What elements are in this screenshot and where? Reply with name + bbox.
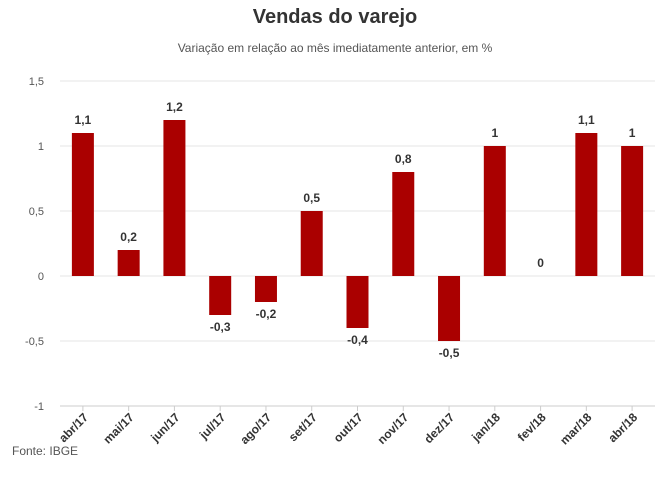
data-label: 1,1 (578, 113, 595, 127)
y-tick-label: 0 (38, 271, 44, 283)
bar (575, 133, 598, 276)
bar (254, 276, 277, 302)
category-label: mai/17 (100, 410, 137, 447)
category-label: fev/18 (515, 410, 549, 444)
category-label: nov/17 (375, 410, 412, 447)
chart-title: Vendas do varejo (252, 6, 418, 28)
y-tick-label: 1,5 (29, 76, 44, 88)
bar (300, 211, 323, 276)
data-label: -0,3 (210, 320, 231, 334)
chart-subtitle: Variação em relação ao mês imediatamente… (177, 41, 493, 55)
y-tick-label: 1 (38, 141, 44, 153)
grid-layer (60, 80, 655, 407)
bar (483, 146, 506, 276)
data-label: 1,1 (75, 113, 92, 127)
category-label: jan/18 (468, 410, 503, 445)
category-label: out/17 (331, 410, 366, 445)
category-label: mar/18 (557, 410, 594, 447)
category-label: set/17 (286, 410, 320, 444)
x-axis (60, 405, 655, 411)
category-label: abr/18 (605, 410, 640, 445)
data-label: 1 (629, 126, 636, 140)
bar (71, 133, 94, 276)
category-label: dez/17 (421, 410, 457, 446)
y-tick-label: -1 (34, 401, 44, 413)
data-label: 0 (537, 256, 544, 270)
category-label: jun/17 (147, 410, 182, 445)
data-label: -0,2 (256, 307, 277, 321)
chart-source: Fonte: IBGE (12, 444, 79, 458)
data-label: -0,5 (439, 346, 460, 360)
bar (438, 276, 461, 341)
data-label: -0,4 (347, 333, 368, 347)
bar (392, 172, 415, 276)
data-label: 0,8 (395, 152, 412, 166)
data-label: 0,2 (120, 230, 137, 244)
category-labels: abr/17 mai/17 jun/17 jul/17 ago/17 set/17 out/… (56, 410, 640, 447)
data-label: 1,2 (166, 100, 183, 114)
y-tick-label: 0,5 (29, 206, 44, 218)
bars (71, 120, 644, 341)
data-labels: 1,1 0,2 1,2 -0,3 -0,2 0,5 -0,4 0,8 -0,5 1 0 1,1 1 (75, 100, 636, 360)
data-label: 1 (491, 126, 498, 140)
bar (209, 276, 232, 315)
bar (163, 120, 186, 276)
data-label: 0,5 (303, 191, 320, 205)
category-label: jul/17 (196, 410, 229, 443)
category-label: ago/17 (237, 410, 274, 447)
bar (621, 146, 644, 276)
bar (117, 250, 140, 276)
category-label: abr/17 (56, 410, 91, 445)
y-axis-tick-labels: 1,5 1 0,5 0 -0,5 -1 (25, 76, 44, 413)
y-tick-label: -0,5 (25, 336, 44, 348)
bar (346, 276, 369, 328)
